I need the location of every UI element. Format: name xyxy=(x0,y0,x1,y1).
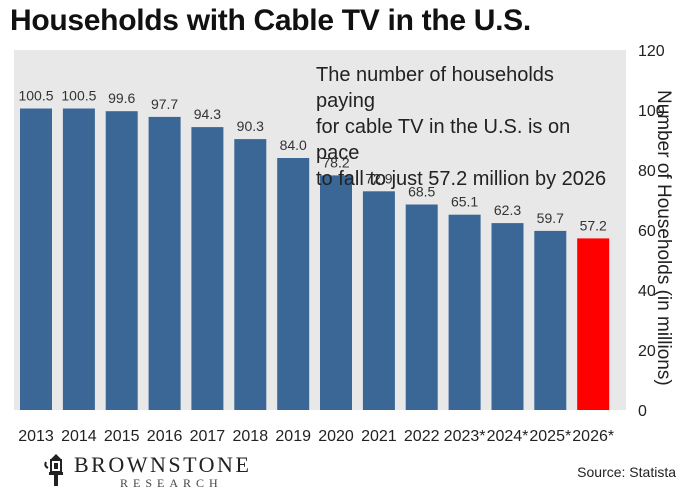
value-label: 100.5 xyxy=(61,88,96,104)
logo-wordmark: BROWNSTONE xyxy=(74,452,252,477)
y-tick-label: 0 xyxy=(638,403,647,420)
value-label: 99.6 xyxy=(108,90,135,106)
x-tick-label: 2019 xyxy=(275,428,311,445)
bar-2015 xyxy=(105,111,138,410)
value-label: 62.3 xyxy=(494,202,521,218)
x-tick-label: 2013 xyxy=(18,428,54,445)
bar-2018 xyxy=(234,139,267,410)
x-tick-label: 2025* xyxy=(529,428,571,445)
y-axis-label: Number of Households (in millions) xyxy=(653,90,674,386)
x-tick-label: 2020 xyxy=(318,428,354,445)
x-tick-label: 2017 xyxy=(190,428,226,445)
bar-2017 xyxy=(191,127,224,410)
lamp-icon xyxy=(44,454,63,486)
y-tick-label: 40 xyxy=(638,283,656,300)
x-tick-label: 2022 xyxy=(404,428,440,445)
bar-2014 xyxy=(62,108,95,410)
value-label: 90.3 xyxy=(237,118,264,134)
value-label: 94.3 xyxy=(194,106,221,122)
value-label: 97.7 xyxy=(151,96,178,112)
x-tick-label: 2023* xyxy=(444,428,486,445)
bar-2025-projected xyxy=(534,230,567,410)
chart-annotation: The number of households paying for cabl… xyxy=(316,64,607,190)
chart-title: Households with Cable TV in the U.S. xyxy=(10,4,531,37)
y-tick-label: 60 xyxy=(638,223,656,240)
value-label: 78.2 xyxy=(322,154,349,170)
value-label: 84.0 xyxy=(280,137,307,153)
x-tick-label: 2016 xyxy=(147,428,183,445)
y-tick-label: 80 xyxy=(638,163,656,180)
x-tick-label: 2024* xyxy=(487,428,529,445)
bar-2013 xyxy=(20,108,52,410)
value-label: 68.5 xyxy=(408,184,435,200)
x-tick-label: 2026* xyxy=(572,428,614,445)
value-label: 72.9 xyxy=(365,170,392,186)
x-tick-label: 2015 xyxy=(104,428,140,445)
bar-2019 xyxy=(277,158,310,410)
brownstone-logo: BROWNSTONE RESEARCH xyxy=(40,452,280,490)
y-tick-label: 100 xyxy=(638,103,665,120)
value-label: 59.7 xyxy=(537,210,564,226)
bar-2022 xyxy=(405,204,438,410)
x-tick-label: 2021 xyxy=(361,428,397,445)
value-label: 57.2 xyxy=(580,217,607,233)
x-tick-label: 2014 xyxy=(61,428,97,445)
bar-2020 xyxy=(320,175,352,410)
value-label: 100.5 xyxy=(18,88,53,104)
bar-2023-projected xyxy=(448,214,481,410)
logo-subtitle: RESEARCH xyxy=(120,476,223,490)
source-note: Source: Statista xyxy=(577,464,676,480)
bar-2026-projected xyxy=(577,238,610,410)
bar-2021 xyxy=(362,191,395,410)
y-tick-label: 120 xyxy=(638,43,665,60)
bar-2024-projected xyxy=(491,223,524,410)
y-tick-label: 20 xyxy=(638,343,656,360)
bar-2016 xyxy=(148,116,181,411)
x-tick-label: 2018 xyxy=(233,428,269,445)
value-label: 65.1 xyxy=(451,194,478,210)
